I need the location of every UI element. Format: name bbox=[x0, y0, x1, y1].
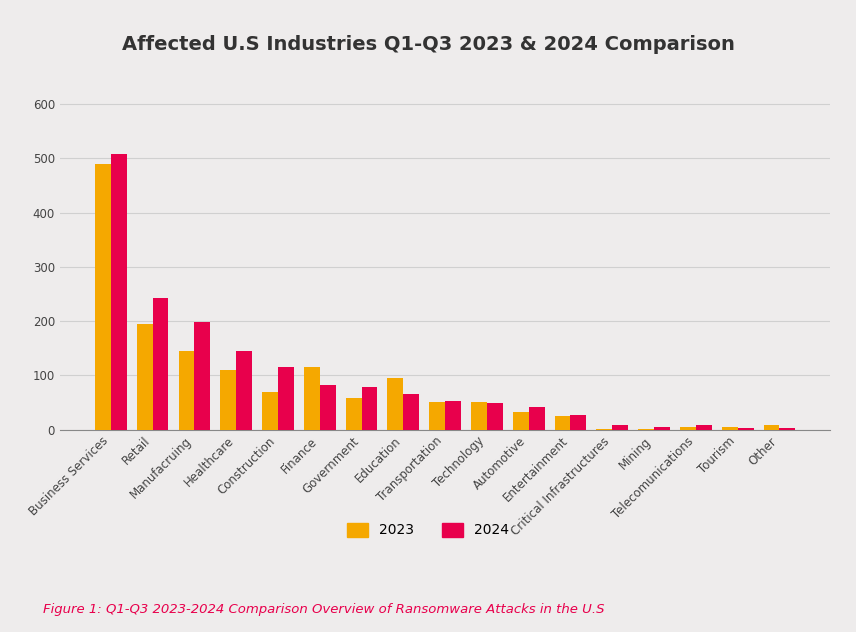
Bar bbox=[320, 386, 336, 430]
Bar bbox=[152, 298, 169, 430]
Bar bbox=[388, 378, 403, 430]
Text: Affected U.S Industries Q1-Q3 2023 & 2024 Comparison: Affected U.S Industries Q1-Q3 2023 & 202… bbox=[122, 35, 734, 54]
Bar bbox=[570, 415, 586, 430]
Bar bbox=[597, 428, 612, 430]
Bar bbox=[529, 407, 544, 430]
Bar bbox=[555, 416, 570, 430]
Bar bbox=[304, 367, 320, 430]
Bar bbox=[639, 428, 654, 430]
Bar bbox=[680, 427, 696, 430]
Text: Figure 1: Q1-Q3 2023-2024 Comparison Overview of Ransomware Attacks in the U.S: Figure 1: Q1-Q3 2023-2024 Comparison Ove… bbox=[43, 603, 604, 616]
Bar bbox=[194, 322, 211, 430]
Bar bbox=[278, 367, 294, 430]
Bar bbox=[429, 401, 445, 430]
Bar bbox=[738, 428, 753, 430]
Bar bbox=[220, 370, 236, 430]
Bar bbox=[487, 403, 502, 430]
Bar bbox=[654, 427, 670, 430]
Bar bbox=[780, 428, 795, 430]
Bar bbox=[361, 387, 377, 430]
Bar bbox=[236, 351, 252, 430]
Bar bbox=[722, 427, 738, 430]
Legend: 2023, 2024: 2023, 2024 bbox=[342, 517, 514, 543]
Bar bbox=[110, 154, 127, 430]
Bar bbox=[471, 401, 487, 430]
Bar bbox=[137, 324, 152, 430]
Bar bbox=[95, 164, 110, 430]
Bar bbox=[696, 425, 711, 430]
Bar bbox=[403, 394, 419, 430]
Bar bbox=[262, 392, 278, 430]
Bar bbox=[612, 425, 628, 430]
Bar bbox=[445, 401, 461, 430]
Bar bbox=[513, 412, 529, 430]
Bar bbox=[179, 351, 194, 430]
Bar bbox=[764, 425, 780, 430]
Bar bbox=[346, 398, 361, 430]
